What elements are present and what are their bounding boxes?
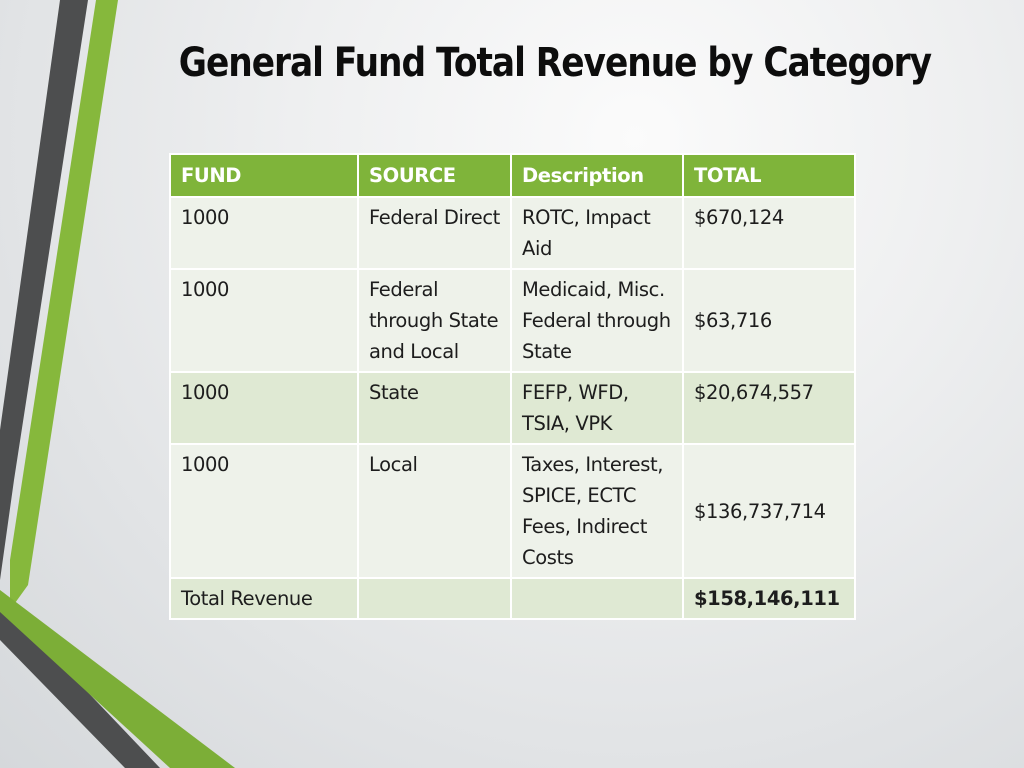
total-label: Total Revenue xyxy=(169,577,359,620)
revenue-table: FUND SOURCE Description TOTAL 1000 Feder… xyxy=(169,153,856,620)
cell-source: Federal through State and Local xyxy=(357,268,512,373)
cell-source: Local xyxy=(357,443,512,579)
cell-description: Medicaid, Misc. Federal through State xyxy=(510,268,684,373)
green-stripe-lower xyxy=(0,590,235,768)
table-header-row: FUND SOURCE Description TOTAL xyxy=(169,153,856,198)
header-description: Description xyxy=(510,153,684,198)
total-value: $158,146,111 xyxy=(682,577,856,620)
green-stripe-upper xyxy=(10,0,118,610)
table-row: 1000 State FEFP, WFD, TSIA, VPK $20,674,… xyxy=(169,371,856,445)
cell-description: Taxes, Interest, SPICE, ECTC Fees, Indir… xyxy=(510,443,684,579)
header-fund: FUND xyxy=(169,153,359,198)
cell-description: ROTC, Impact Aid xyxy=(510,196,684,270)
table-row: 1000 Federal through State and Local Med… xyxy=(169,268,856,373)
total-description xyxy=(510,577,684,620)
dark-stripe-upper xyxy=(0,0,88,580)
cell-source: Federal Direct xyxy=(357,196,512,270)
cell-fund: 1000 xyxy=(169,268,359,373)
header-source: SOURCE xyxy=(357,153,512,198)
cell-source: State xyxy=(357,371,512,445)
cell-total: $670,124 xyxy=(682,196,856,270)
cell-fund: 1000 xyxy=(169,371,359,445)
cell-total: $136,737,714 xyxy=(682,443,856,579)
cell-description: FEFP, WFD, TSIA, VPK xyxy=(510,371,684,445)
total-source xyxy=(357,577,512,620)
cell-fund: 1000 xyxy=(169,443,359,579)
header-total: TOTAL xyxy=(682,153,856,198)
slide-title: General Fund Total Revenue by Category xyxy=(178,40,932,86)
cell-total: $20,674,557 xyxy=(682,371,856,445)
table-row: 1000 Federal Direct ROTC, Impact Aid $67… xyxy=(169,196,856,270)
total-row: Total Revenue $158,146,111 xyxy=(169,577,856,620)
table-row: 1000 Local Taxes, Interest, SPICE, ECTC … xyxy=(169,443,856,579)
cell-total: $63,716 xyxy=(682,268,856,373)
cell-fund: 1000 xyxy=(169,196,359,270)
